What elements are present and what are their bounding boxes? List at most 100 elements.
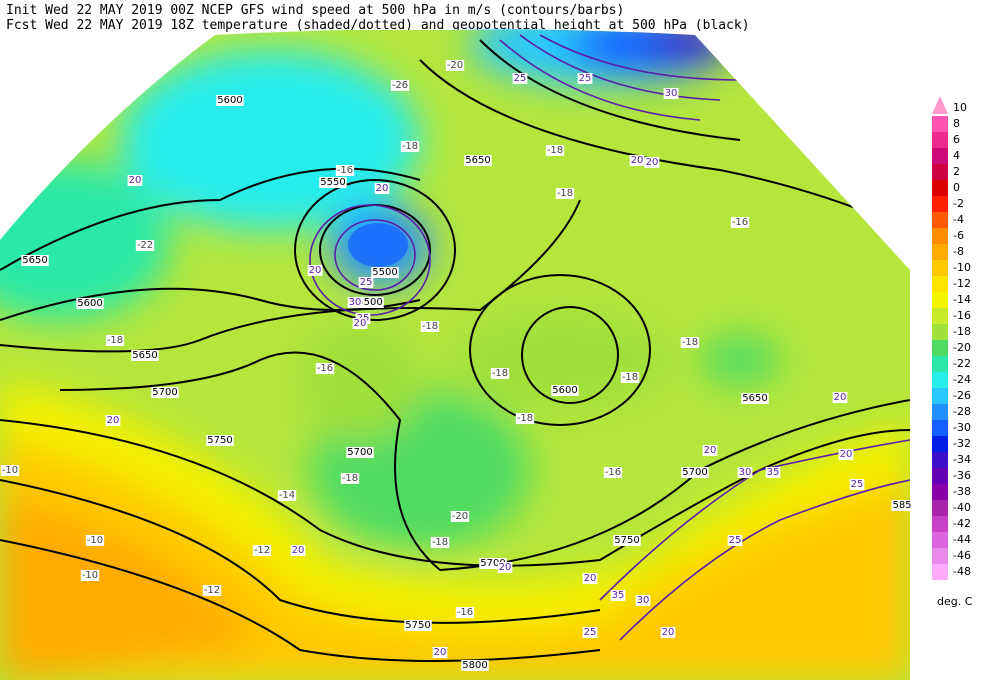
height-label: 5650 xyxy=(742,393,767,404)
label-background xyxy=(445,60,465,71)
colorbar-label: 8 xyxy=(953,117,960,130)
colorbar-label: 4 xyxy=(953,149,960,162)
wind-label: 25 xyxy=(851,479,864,490)
label-background xyxy=(610,590,626,601)
label-background xyxy=(340,473,360,484)
label-background xyxy=(252,545,272,556)
label-background xyxy=(290,545,306,556)
height-label: 5650 xyxy=(22,255,47,266)
label-background xyxy=(613,535,641,546)
colorbar-label: -2 xyxy=(953,197,964,210)
label-background xyxy=(663,88,679,99)
label-background xyxy=(216,95,244,106)
colorbar-box xyxy=(932,436,948,452)
colorbar-box xyxy=(932,420,948,436)
temperature-label: -10 xyxy=(2,465,18,476)
label-background xyxy=(644,157,660,168)
colorbar-label: 2 xyxy=(953,165,960,178)
label-background xyxy=(374,183,390,194)
label-background xyxy=(371,267,399,278)
label-background xyxy=(741,393,769,404)
label-background xyxy=(21,255,49,266)
label-background xyxy=(681,467,709,478)
label-background xyxy=(432,647,448,658)
wind-label: 30 xyxy=(637,595,650,606)
colorbar-label: -28 xyxy=(953,405,971,418)
colorbar-label: -8 xyxy=(953,245,964,258)
label-background xyxy=(577,73,593,84)
temperature-label: -22 xyxy=(137,240,153,251)
label-background xyxy=(131,350,159,361)
label-background xyxy=(680,337,700,348)
colorbar-label: -34 xyxy=(953,453,971,466)
colorbar-box xyxy=(932,532,948,548)
colorbar-label: -20 xyxy=(953,341,971,354)
label-background xyxy=(582,573,598,584)
height-label: 5800 xyxy=(462,660,487,671)
colorbar-box xyxy=(932,372,948,388)
label-background xyxy=(430,537,450,548)
wind-label: 20 xyxy=(292,545,305,556)
label-background xyxy=(307,265,323,276)
wind-label: 30 xyxy=(349,297,362,308)
colorbar-label: -16 xyxy=(953,309,971,322)
label-background xyxy=(76,298,104,309)
label-background xyxy=(105,335,125,346)
wind-label: 30 xyxy=(739,467,752,478)
temperature-label: -12 xyxy=(254,545,270,556)
wind-label: 20 xyxy=(354,318,367,329)
colorbar-box xyxy=(932,164,948,180)
temperature-label: -18 xyxy=(622,372,638,383)
label-background xyxy=(730,217,750,228)
wind-label: 25 xyxy=(360,277,373,288)
temperature-label: -16 xyxy=(605,467,621,478)
header-line: Init Wed 22 MAY 2019 00Z NCEP GFS wind s… xyxy=(6,3,624,18)
colorbar-unit: deg. C xyxy=(937,595,973,608)
height-label: 5600 xyxy=(217,95,242,106)
colorbar-label: -14 xyxy=(953,293,971,306)
temperature-label: -26 xyxy=(392,80,408,91)
colorbar-label: 0 xyxy=(953,181,960,194)
height-label: 5550 xyxy=(320,177,345,188)
label-background xyxy=(660,627,676,638)
height-label: 5650 xyxy=(465,155,490,166)
colorbar-box xyxy=(932,148,948,164)
height-label: 5650 xyxy=(132,350,157,361)
label-background xyxy=(479,558,507,569)
label-background xyxy=(891,500,913,511)
label-background xyxy=(404,620,432,631)
colorbar-label: -36 xyxy=(953,469,971,482)
label-background xyxy=(315,363,335,374)
label-background xyxy=(400,141,420,152)
label-background xyxy=(358,277,374,288)
temperature-label: -14 xyxy=(279,490,295,501)
height-label: 5600 xyxy=(552,385,577,396)
wind-label: 20 xyxy=(662,627,675,638)
label-background xyxy=(555,188,575,199)
label-background xyxy=(356,297,384,308)
label-background xyxy=(727,535,743,546)
colorbar-box xyxy=(932,228,948,244)
colorbar-arrow xyxy=(932,96,948,114)
temperature-label: -20 xyxy=(447,60,463,71)
colorbar-box xyxy=(932,452,948,468)
label-background xyxy=(551,385,579,396)
label-background xyxy=(127,175,143,186)
map xyxy=(0,28,910,680)
label-background xyxy=(702,445,718,456)
label-background xyxy=(347,297,363,308)
label-background xyxy=(450,511,470,522)
temperature-label: -18 xyxy=(557,188,573,199)
colorbar-label: -32 xyxy=(953,437,971,450)
label-background xyxy=(80,570,100,581)
colorbar-label: -46 xyxy=(953,549,971,562)
temperature-label: -18 xyxy=(682,337,698,348)
temperature-label: -16 xyxy=(337,165,353,176)
label-background xyxy=(277,490,297,501)
temperature-label: -18 xyxy=(342,473,358,484)
label-background xyxy=(512,73,528,84)
wind-label: 20 xyxy=(840,449,853,460)
colorbar-box xyxy=(932,292,948,308)
temperature-label: -18 xyxy=(422,321,438,332)
colorbar-box xyxy=(932,212,948,228)
